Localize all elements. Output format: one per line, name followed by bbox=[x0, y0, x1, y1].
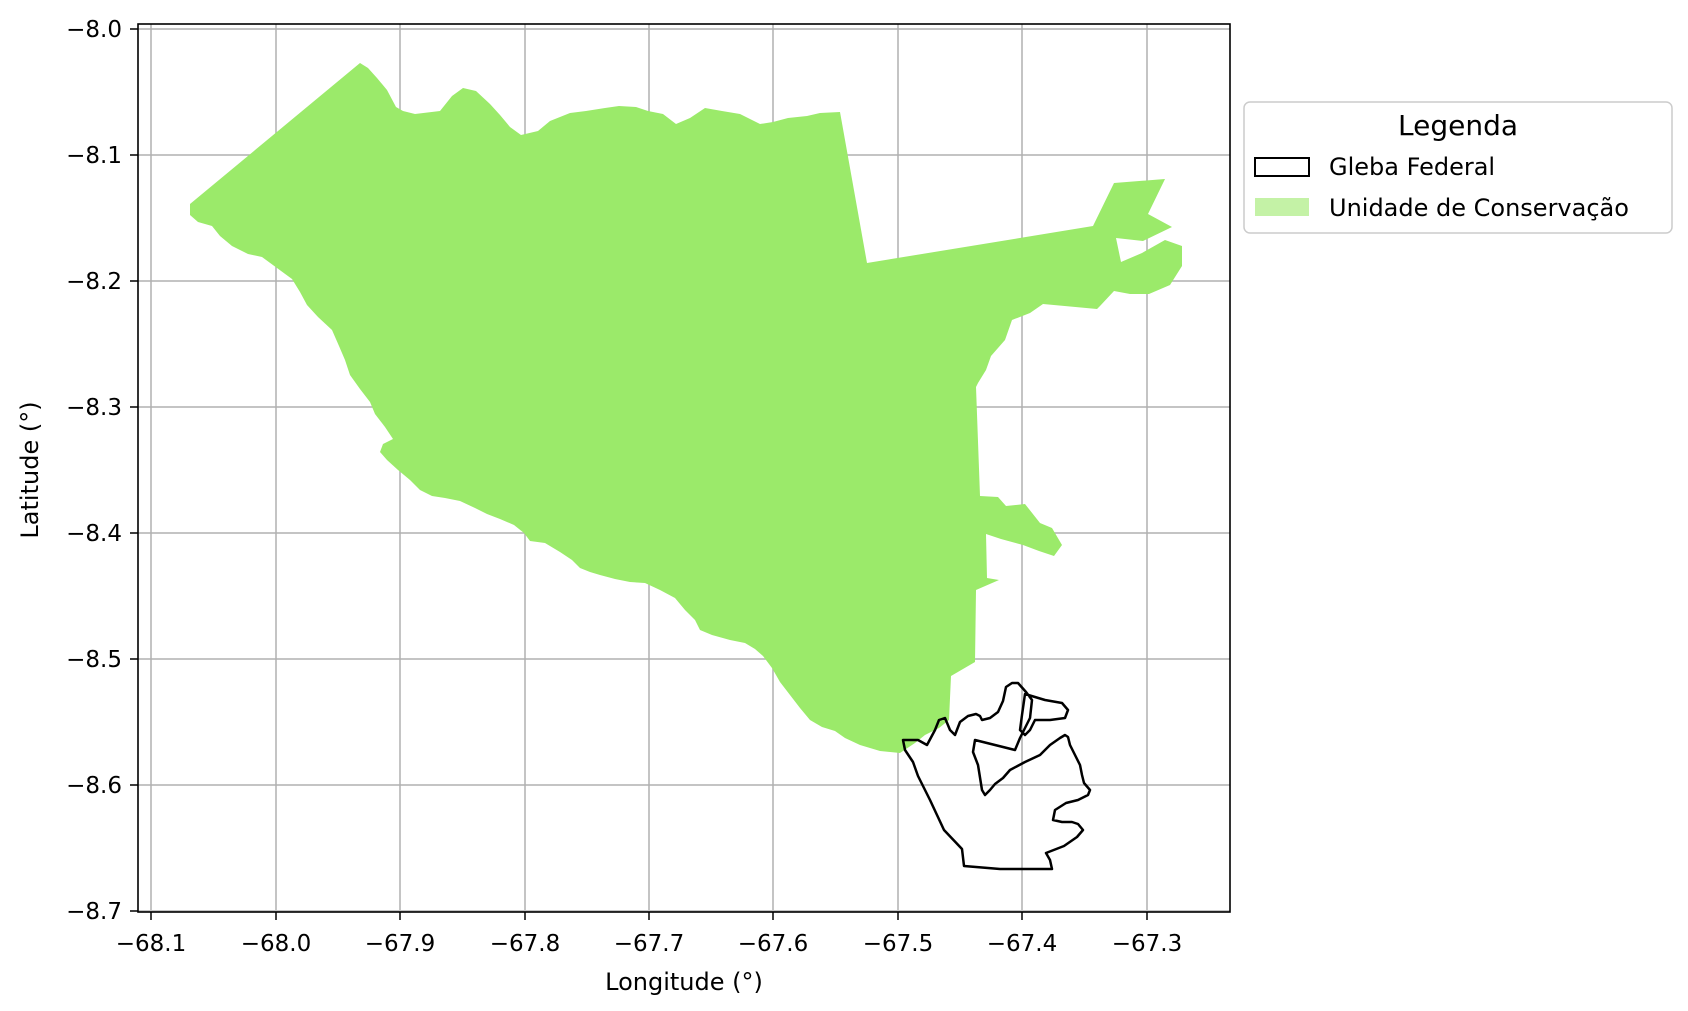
legend-frame bbox=[1243, 101, 1673, 234]
x-tick-label: −67.5 bbox=[863, 931, 933, 957]
x-tick-label: −67.9 bbox=[365, 931, 435, 957]
y-axis: −8.0 −8.1 −8.2 −8.3 −8.4 −8.5 −8.6 −8.7 … bbox=[16, 17, 138, 925]
x-tick-label: −67.8 bbox=[490, 931, 560, 957]
x-tick-label: −68.0 bbox=[241, 931, 311, 957]
axes-frame bbox=[137, 23, 1231, 913]
x-tick-label: −67.4 bbox=[987, 931, 1057, 957]
y-tick-label: −8.5 bbox=[66, 647, 122, 673]
y-tick-label: −8.4 bbox=[66, 521, 122, 547]
x-tick-label: −67.7 bbox=[614, 931, 684, 957]
y-tick-label: −8.1 bbox=[66, 143, 122, 169]
x-tick-label: −67.6 bbox=[738, 931, 808, 957]
conservation-unit-polygon bbox=[190, 63, 1182, 753]
gleba-federal-outline bbox=[901, 681, 1092, 871]
legend-swatch-conservation-unit bbox=[1255, 198, 1309, 216]
y-tick-label: −8.0 bbox=[66, 17, 122, 43]
y-tick-label: −8.3 bbox=[66, 395, 122, 421]
y-tick-label: −8.2 bbox=[66, 269, 122, 295]
x-tick-label: −67.3 bbox=[1112, 931, 1182, 957]
x-axis: −68.1 −68.0 −67.9 −67.8 −67.7 −67.6 −67.… bbox=[116, 912, 1182, 996]
x-axis-label: Longitude (°) bbox=[605, 968, 763, 996]
legend: Legenda Gleba Federal Unidade de Conserv… bbox=[1243, 101, 1673, 234]
legend-label-gleba: Gleba Federal bbox=[1329, 153, 1495, 181]
legend-title: Legenda bbox=[1398, 109, 1518, 142]
legend-label-conservation-unit: Unidade de Conservação bbox=[1329, 194, 1629, 222]
y-axis-label: Latitude (°) bbox=[16, 401, 44, 538]
y-tick-label: −8.6 bbox=[66, 773, 122, 799]
legend-swatch-gleba bbox=[1254, 157, 1310, 177]
y-tick-label: −8.7 bbox=[66, 899, 122, 925]
x-tick-label: −68.1 bbox=[116, 931, 186, 957]
